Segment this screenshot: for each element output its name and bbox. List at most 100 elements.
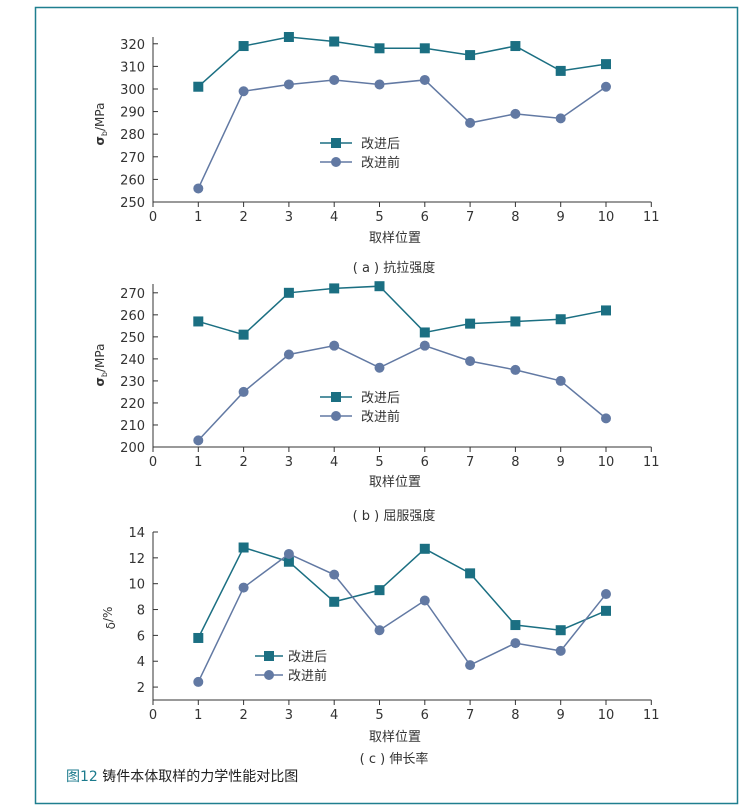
y-tick-label: 220 bbox=[120, 397, 145, 412]
panel-c-y-axis-unit: /% bbox=[101, 607, 115, 622]
data-point-before bbox=[601, 589, 611, 600]
x-tick-label: 6 bbox=[421, 210, 429, 225]
data-point-improved bbox=[465, 318, 476, 329]
panel-b-axes: 200 210 220 230 240 250 260 270 0 1 2 3 4 5 6 7 8 9 10 11 bbox=[120, 284, 660, 470]
panel-b-legend: 改进后 改进前 bbox=[320, 391, 400, 425]
data-point-improved bbox=[510, 41, 521, 52]
x-tick-label: 7 bbox=[466, 210, 474, 225]
panel-a-caption: ( a ) 抗拉强度 bbox=[353, 260, 436, 276]
data-point-improved bbox=[238, 329, 249, 340]
panel-a-series bbox=[193, 32, 611, 194]
panel-b-y-axis-subscript: b bbox=[100, 372, 109, 377]
panel-c-x-axis-label: 取样位置 bbox=[369, 730, 421, 745]
data-point-before bbox=[238, 386, 249, 397]
x-tick-label: 5 bbox=[375, 210, 383, 225]
data-point-improved bbox=[419, 327, 430, 338]
data-point-before bbox=[419, 74, 430, 85]
data-point-improved bbox=[329, 283, 340, 294]
x-tick-label: 0 bbox=[149, 708, 157, 723]
series-line-improved bbox=[197, 36, 607, 88]
series-line-improved bbox=[198, 285, 607, 336]
x-tick-label: 11 bbox=[643, 708, 660, 723]
data-point-improved bbox=[601, 59, 611, 70]
x-tick-label: 6 bbox=[421, 455, 429, 470]
x-tick-label: 8 bbox=[511, 708, 519, 723]
x-tick-label: 5 bbox=[375, 455, 383, 470]
x-tick-label: 4 bbox=[330, 210, 338, 225]
data-point-improved bbox=[555, 625, 566, 636]
y-tick-label: 230 bbox=[120, 375, 145, 390]
panel-b-caption: ( b ) 屈服强度 bbox=[353, 508, 436, 524]
panel-c-legend-improved-marker bbox=[264, 651, 274, 661]
data-point-before bbox=[601, 413, 611, 424]
y-tick-label: 280 bbox=[120, 128, 145, 143]
x-tick-label: 2 bbox=[239, 455, 247, 470]
data-point-improved bbox=[283, 556, 294, 567]
series-line-before bbox=[197, 79, 607, 189]
data-point-before bbox=[510, 638, 521, 649]
data-point-before bbox=[465, 117, 476, 128]
panel-a-x-axis-label: 取样位置 bbox=[369, 231, 421, 246]
x-tick-label: 6 bbox=[421, 708, 429, 723]
data-point-before bbox=[419, 595, 430, 606]
x-tick-label: 1 bbox=[194, 210, 202, 225]
data-point-improved bbox=[465, 568, 476, 579]
data-point-before bbox=[510, 364, 521, 375]
data-point-before bbox=[374, 79, 385, 90]
data-point-improved bbox=[329, 36, 340, 47]
x-tick-label: 5 bbox=[375, 708, 383, 723]
panel-b-yield-strength: 200 210 220 230 240 250 260 270 0 1 2 3 4 5 6 7 8 9 10 11 取… bbox=[93, 281, 660, 524]
x-tick-label: 11 bbox=[643, 455, 660, 470]
data-point-before bbox=[329, 569, 340, 580]
panel-a-legend-improved-marker bbox=[331, 138, 341, 148]
panel-a-legend-before-label: 改进前 bbox=[361, 155, 400, 171]
x-tick-label: 8 bbox=[511, 455, 519, 470]
y-tick-label: 270 bbox=[120, 287, 145, 302]
y-tick-label: 210 bbox=[120, 419, 145, 434]
data-point-improved bbox=[374, 585, 385, 596]
x-tick-label: 7 bbox=[466, 708, 474, 723]
data-point-before bbox=[555, 375, 566, 386]
svg-text:σb/MPa: σb/MPa bbox=[93, 103, 109, 146]
x-tick-label: 2 bbox=[239, 210, 247, 225]
panel-c-y-axis-label: δ/% bbox=[101, 607, 118, 630]
panel-a-tensile-strength: 250 260 270 280 290 300 310 320 0 1 2 3 4 5 6 7 8 9 10 11 取… bbox=[93, 32, 660, 276]
data-point-improved bbox=[193, 316, 204, 327]
data-point-before bbox=[465, 356, 476, 367]
x-tick-label: 1 bbox=[194, 708, 202, 723]
data-point-improved bbox=[601, 605, 611, 616]
y-tick-label: 6 bbox=[137, 629, 145, 644]
data-point-before bbox=[193, 183, 204, 194]
x-tick-label: 7 bbox=[466, 455, 474, 470]
data-point-improved bbox=[419, 43, 430, 54]
data-point-before bbox=[374, 362, 385, 373]
x-tick-label: 9 bbox=[557, 210, 565, 225]
y-tick-label: 310 bbox=[120, 60, 145, 75]
x-tick-label: 3 bbox=[285, 210, 293, 225]
data-point-before bbox=[238, 86, 249, 97]
x-tick-label: 10 bbox=[598, 708, 615, 723]
y-tick-label: 300 bbox=[120, 83, 145, 98]
data-point-before bbox=[419, 340, 430, 351]
panel-b-legend-improved-label: 改进后 bbox=[361, 391, 400, 406]
panel-b-y-axis-unit: /MPa bbox=[93, 344, 107, 372]
data-point-improved bbox=[510, 316, 521, 327]
x-tick-label: 0 bbox=[149, 210, 157, 225]
series-line-before bbox=[197, 344, 607, 441]
panel-c-y-axis-symbol: δ bbox=[104, 622, 118, 629]
x-tick-label: 10 bbox=[598, 455, 615, 470]
x-tick-label: 3 bbox=[285, 708, 293, 723]
y-tick-label: 240 bbox=[120, 353, 145, 368]
panel-a-legend-improved-label: 改进后 bbox=[361, 137, 400, 152]
x-tick-label: 4 bbox=[330, 455, 338, 470]
data-point-before bbox=[555, 113, 566, 124]
panel-c-caption: ( c ) 伸长率 bbox=[360, 751, 429, 767]
data-point-before bbox=[329, 74, 340, 85]
x-tick-label: 11 bbox=[643, 210, 660, 225]
svg-text:δ/%: δ/% bbox=[101, 607, 118, 630]
data-point-before bbox=[510, 108, 521, 119]
panel-b-legend-before-marker bbox=[331, 411, 341, 421]
data-point-improved bbox=[465, 50, 476, 61]
